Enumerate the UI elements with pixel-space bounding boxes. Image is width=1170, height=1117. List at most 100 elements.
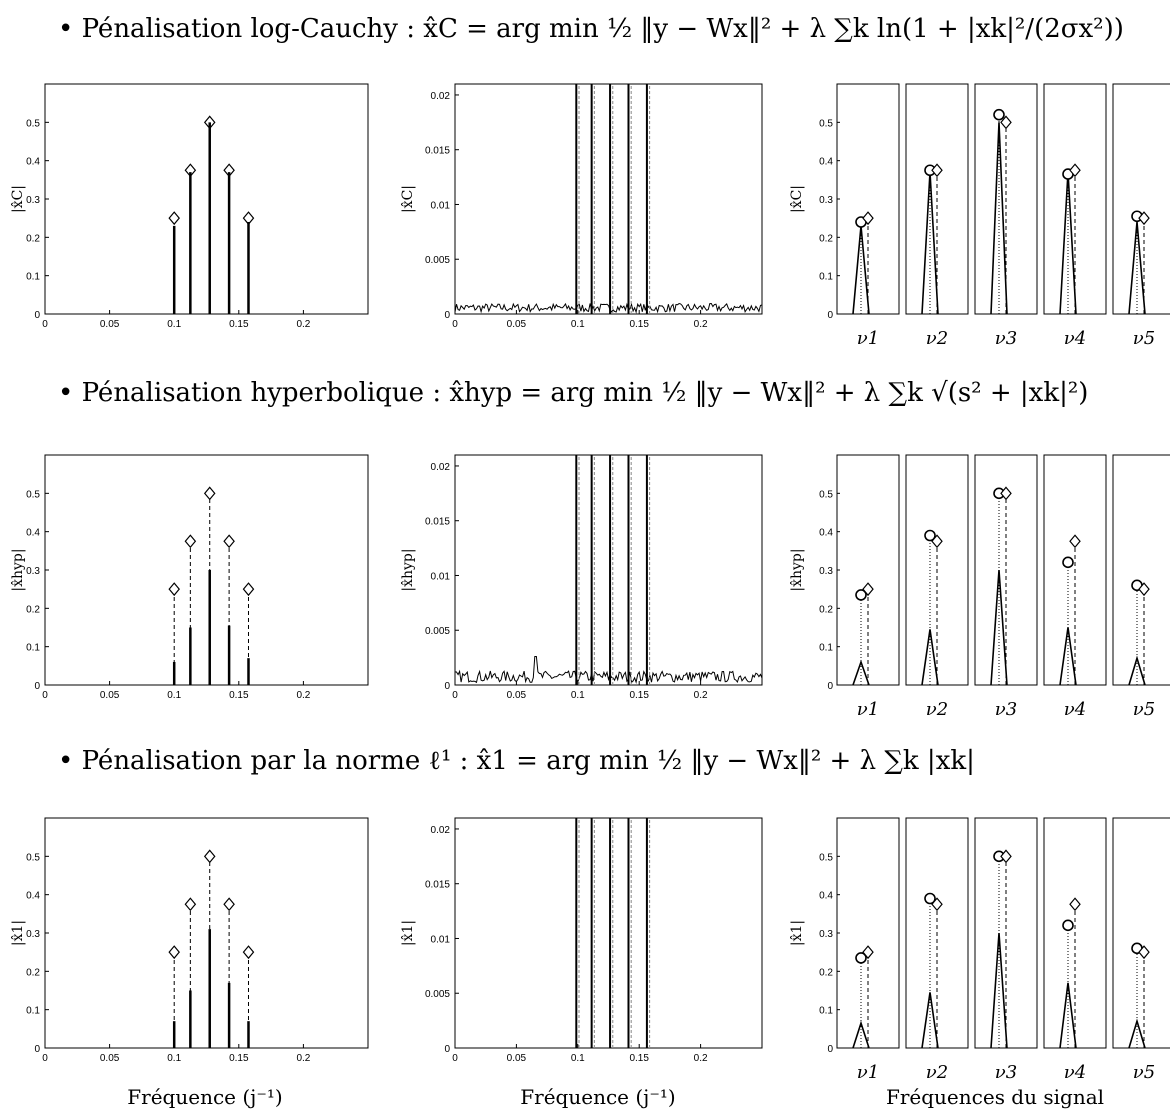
y-axis-label: |x̂1|: [10, 920, 26, 946]
detail-true-diamond: [1000, 115, 1012, 130]
x-tick-label: 0.15: [629, 319, 649, 330]
y-tick-label: 0: [827, 1044, 833, 1055]
y-tick-label: 0.5: [819, 852, 833, 863]
detail-panel-label: ν1: [857, 699, 879, 720]
y-tick-label: 0.4: [819, 157, 833, 168]
full-plot-frame: [44, 83, 369, 315]
detail-panel-label: ν5: [1133, 328, 1155, 349]
detail-peak-shape: [1128, 1018, 1146, 1049]
y-tick-label: 0: [444, 310, 450, 321]
y-tick-label: 0.5: [26, 852, 40, 863]
y-tick-label: 0.3: [26, 566, 40, 577]
x-tick-label: 0.05: [100, 1053, 120, 1064]
detail-panel-label: ν2: [926, 328, 948, 349]
x-tick-label: 0.2: [694, 1053, 708, 1064]
full-plot-frame: [44, 817, 369, 1049]
detail-true-diamond: [862, 211, 874, 226]
y-tick-label: 0.4: [26, 891, 40, 902]
true-amplitude-diamond: [242, 945, 255, 960]
noise-spectrum-line: [454, 302, 763, 314]
detail-true-diamond: [1000, 849, 1012, 864]
x-tick-label: 0: [452, 1053, 458, 1064]
y-tick-label: 0.5: [819, 118, 833, 129]
x-tick-label: 0.1: [571, 1053, 585, 1064]
y-tick-label: 0.02: [431, 91, 451, 102]
y-tick-label: 0.2: [819, 604, 833, 615]
zoom-plot-frame: [454, 454, 763, 686]
true-amplitude-diamond: [184, 897, 197, 912]
detail-panel-frame: [836, 454, 900, 686]
y-tick-label: 0: [827, 310, 833, 321]
true-amplitude-diamond: [168, 211, 180, 226]
y-tick-label: 0.3: [819, 566, 833, 577]
x-tick-label: 0.15: [229, 690, 249, 701]
detail-peak-shape: [852, 659, 870, 686]
detail-peak-shape: [921, 629, 939, 686]
detail-panel-label: ν4: [1064, 699, 1086, 720]
detail-panel-label: ν4: [1064, 328, 1086, 349]
y-axis-label: |x̂C|: [10, 185, 26, 213]
detail-panel-label: ν4: [1064, 1062, 1086, 1083]
y-tick-label: 0: [444, 1044, 450, 1055]
y-tick-label: 0.3: [819, 195, 833, 206]
y-axis-label: |x̂hyp|: [400, 548, 416, 591]
y-tick-label: 0.02: [431, 462, 451, 473]
detail-circle-marker: [924, 892, 936, 905]
xlabel-col1: Fréquence (j⁻¹): [127, 1085, 283, 1109]
y-tick-label: 0.005: [425, 255, 450, 266]
y-tick-label: 0.01: [431, 571, 451, 582]
detail-circle-marker: [993, 108, 1005, 121]
detail-true-diamond: [1069, 163, 1081, 178]
detail-true-diamond: [931, 534, 943, 549]
y-tick-label: 0.1: [819, 643, 833, 654]
y-tick-label: 0: [34, 310, 40, 321]
zoom-plot-frame: [454, 83, 763, 315]
y-tick-label: 0.5: [819, 489, 833, 500]
detail-panel-label: ν3: [995, 328, 1017, 349]
detail-true-diamond: [1138, 582, 1150, 597]
y-tick-label: 0.4: [26, 528, 40, 539]
x-tick-label: 0.05: [507, 1053, 527, 1064]
detail-panel-frame: [1112, 454, 1170, 686]
y-tick-label: 0: [34, 1044, 40, 1055]
detail-true-diamond: [931, 163, 943, 178]
y-tick-label: 0.01: [431, 200, 451, 211]
x-tick-label: 0.2: [694, 319, 708, 330]
x-tick-label: 0.2: [694, 690, 708, 701]
y-axis-label: |x̂C|: [400, 185, 416, 213]
y-tick-label: 0.01: [431, 934, 451, 945]
x-tick-label: 0.1: [167, 319, 181, 330]
detail-panel-frame: [836, 83, 900, 315]
detail-true-diamond: [931, 897, 943, 912]
x-tick-label: 0.05: [507, 319, 527, 330]
detail-peak-shape: [921, 992, 939, 1049]
y-tick-label: 0.2: [819, 967, 833, 978]
true-amplitude-diamond: [203, 849, 216, 864]
y-tick-label: 0.4: [26, 157, 40, 168]
detail-peak-shape: [990, 122, 1008, 315]
y-axis-label: |x̂1|: [400, 920, 416, 946]
detail-panel-label: ν3: [995, 1062, 1017, 1083]
y-tick-label: 0.3: [26, 195, 40, 206]
true-amplitude-diamond: [203, 486, 216, 501]
detail-true-diamond: [862, 945, 874, 960]
y-tick-label: 0.015: [425, 146, 450, 157]
x-tick-label: 0.15: [229, 1053, 249, 1064]
true-amplitude-diamond: [168, 945, 180, 960]
y-tick-label: 0: [827, 681, 833, 692]
y-tick-label: 0.3: [819, 929, 833, 940]
y-axis-label: |x̂1|: [789, 920, 805, 946]
y-tick-label: 0.5: [26, 118, 40, 129]
true-amplitude-diamond: [223, 534, 235, 549]
detail-true-diamond: [1069, 534, 1081, 549]
y-tick-label: 0.015: [425, 517, 450, 528]
detail-panel-label: ν1: [857, 1062, 879, 1083]
detail-true-diamond: [1138, 211, 1150, 226]
detail-panel-label: ν5: [1133, 1062, 1155, 1083]
x-tick-label: 0: [42, 1053, 48, 1064]
true-amplitude-diamond: [184, 534, 197, 549]
noise-spectrum-line: [454, 656, 763, 684]
y-tick-label: 0.2: [819, 233, 833, 244]
y-tick-label: 0.4: [819, 891, 833, 902]
